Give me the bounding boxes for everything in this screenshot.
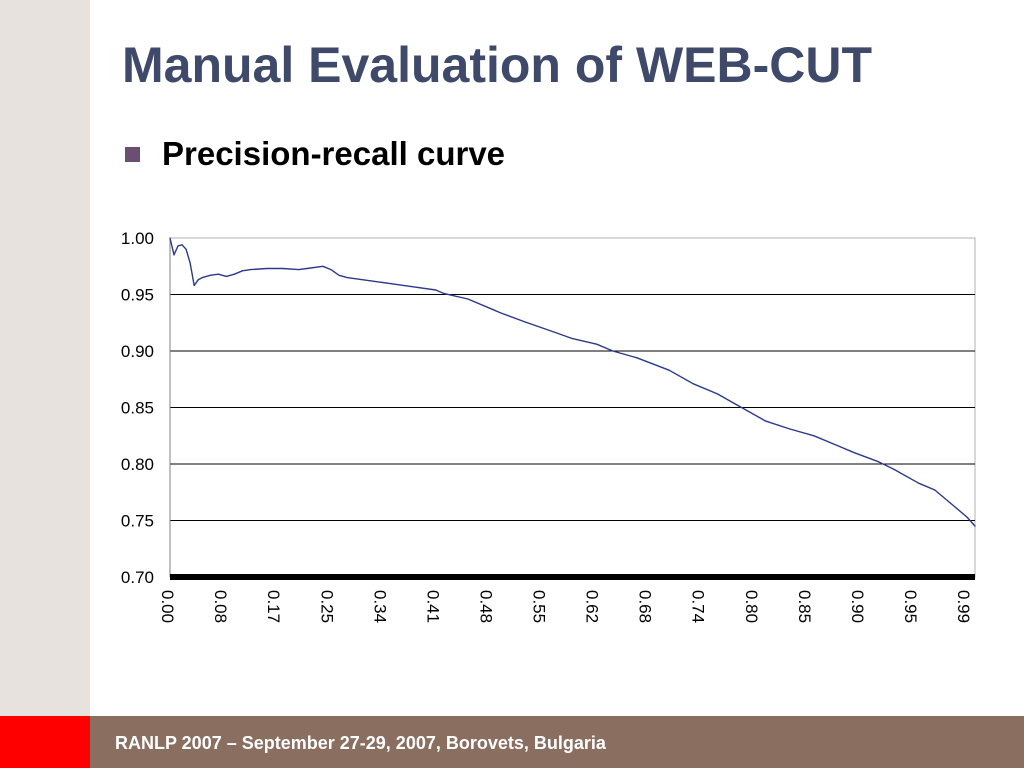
data-point [789,428,791,430]
bullet-square-icon [125,147,140,162]
x-tick-label: 0.68 [636,590,655,623]
x-tick-label: 0.85 [795,590,814,623]
x-tick-label: 0.90 [848,590,867,623]
data-point [636,357,638,359]
gridlines [169,237,976,578]
data-point [233,273,235,275]
footer-text: RANLP 2007 – September 27-29, 2007, Boro… [115,733,606,753]
y-tick-label: 0.75 [121,512,154,531]
x-tick-label: 0.48 [476,590,495,623]
precision-recall-chart: 1.00 0.95 0.90 0.85 0.80 0.75 0.70 0.00 0.08 0.1… [121,229,976,623]
data-point [974,525,976,527]
data-point [877,461,880,463]
data-point [523,321,525,323]
x-tick-label: 0.80 [742,590,761,623]
footer-accent [0,716,90,768]
data-point [499,311,501,314]
data-point [837,445,839,447]
x-tick-label: 0.08 [211,590,230,623]
x-tick-label: 0.34 [370,590,389,623]
x-tick-label: 0.99 [954,590,973,623]
data-point [177,245,179,247]
data-point [193,284,195,287]
data-point [692,383,694,385]
y-tick-label: 0.70 [121,568,154,587]
x-tick-label: 0.41 [423,590,442,623]
data-point [950,502,952,505]
x-tick-label: 0.74 [689,590,708,623]
y-tick-label: 0.95 [121,286,154,305]
data-point [322,265,324,267]
x-tick-label: 0.55 [530,590,549,623]
y-tick-labels: 1.00 0.95 0.90 0.85 0.80 0.75 0.70 [121,229,154,587]
data-point [893,469,896,471]
data-point [765,420,767,422]
y-tick-label: 0.80 [121,455,154,474]
data-point [467,298,469,300]
data-point [668,369,670,371]
axes [169,238,975,580]
data-point [732,402,735,404]
data-point [491,308,493,310]
x-tick-labels: 0.00 0.08 0.17 0.25 0.34 0.41 0.48 0.55 0.62 0.68… [158,590,973,623]
x-tick-label: 0.95 [901,590,920,623]
x-tick-label: 0.00 [158,590,177,623]
left-accent-bar [0,0,90,716]
slide-title: Manual Evaluation of WEB-CUT [122,37,872,93]
data-point [201,276,203,279]
data-point [298,269,300,271]
data-point [716,393,719,395]
data-point [217,273,219,275]
footer-bar: RANLP 2007 – September 27-29, 2007, Boro… [0,716,1024,768]
data-point [853,452,855,454]
x-tick-label: 0.62 [583,590,602,623]
y-tick-label: 0.90 [121,342,154,361]
data-point [181,244,183,246]
data-point [249,269,252,271]
data-point [225,275,227,278]
data-point [918,482,920,484]
data-point [346,276,348,279]
data-point [394,283,396,285]
data-point [241,270,244,272]
data-point [443,292,445,294]
data-point [209,274,211,276]
x-tick-label: 0.25 [317,590,336,623]
data-point [306,267,308,270]
data-point [338,274,340,276]
data-point [197,279,199,281]
data-point [813,435,815,437]
data-point [330,269,332,271]
x-tick-label: 0.17 [264,590,283,623]
data-point [555,332,557,334]
data-point [169,237,171,239]
data-point [185,248,187,250]
data-point [435,289,437,291]
data-point [571,337,574,340]
data-point [282,267,284,270]
data-point [266,267,268,270]
bullet-text: Precision-recall curve [162,135,506,172]
data-point [370,280,372,282]
data-point [934,489,936,491]
data-point [596,343,598,345]
y-tick-label: 0.85 [121,399,154,418]
data-point [189,262,191,264]
data-point [966,516,968,518]
data-point [173,254,175,256]
data-point [612,350,614,352]
data-point [410,285,413,288]
y-tick-label: 1.00 [121,229,154,248]
series-layer [169,237,976,527]
